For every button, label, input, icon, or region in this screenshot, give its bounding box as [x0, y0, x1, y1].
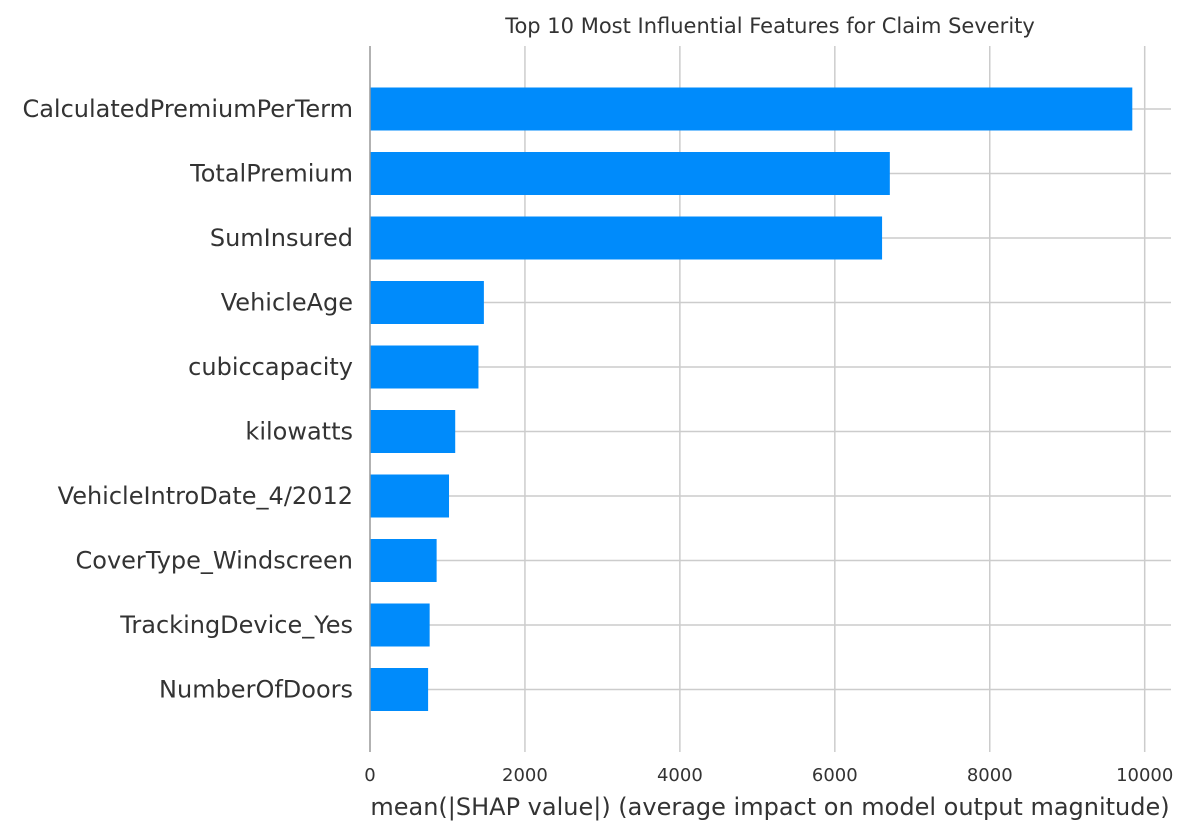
bar-vehicleintrodate-4-2012: [370, 474, 450, 518]
y-tick-label: cubiccapacity: [188, 353, 353, 381]
y-tick-label: CalculatedPremiumPerTerm: [22, 95, 353, 123]
bar-suminsured: [370, 216, 883, 260]
bars-group: [370, 87, 1133, 711]
bar-trackingdevice-yes: [370, 603, 430, 647]
y-tick-label: TrackingDevice_Yes: [119, 611, 353, 639]
y-tick-label: NumberOfDoors: [159, 676, 353, 704]
bar-cubiccapacity: [370, 345, 479, 389]
x-tick-label: 2000: [502, 765, 548, 786]
bar-calculatedpremiumperterm: [370, 87, 1133, 131]
y-tick-labels: CalculatedPremiumPerTerm TotalPremium SumI…: [22, 95, 353, 704]
bar-kilowatts: [370, 410, 456, 453]
x-tick-label: 10000: [1116, 765, 1173, 786]
y-tick-label: CoverType_Windscreen: [76, 547, 354, 575]
y-tick-label: VehicleIntroDate_4/2012: [58, 482, 353, 510]
bar-vehicleage: [370, 281, 484, 324]
bar-covertype-windscreen: [370, 539, 437, 582]
y-tick-label: SumInsured: [210, 224, 353, 252]
y-tick-label: TotalPremium: [189, 160, 353, 188]
x-axis-label: mean(|SHAP value|) (average impact on mo…: [370, 793, 1169, 821]
x-tick-label: 6000: [812, 765, 858, 786]
grid-lines: [370, 46, 1171, 752]
bar-totalpremium: [370, 152, 890, 195]
y-tick-label: VehicleAge: [221, 289, 353, 317]
x-tick-labels: 0 2000 4000 6000 8000 10000: [364, 765, 1173, 786]
chart-title: Top 10 Most Influential Features for Cla…: [504, 14, 1035, 38]
bar-numberofdoors: [370, 668, 429, 711]
x-tick-label: 8000: [967, 765, 1013, 786]
x-tick-label: 0: [364, 765, 375, 786]
y-tick-label: kilowatts: [245, 418, 353, 446]
x-tick-label: 4000: [657, 765, 703, 786]
